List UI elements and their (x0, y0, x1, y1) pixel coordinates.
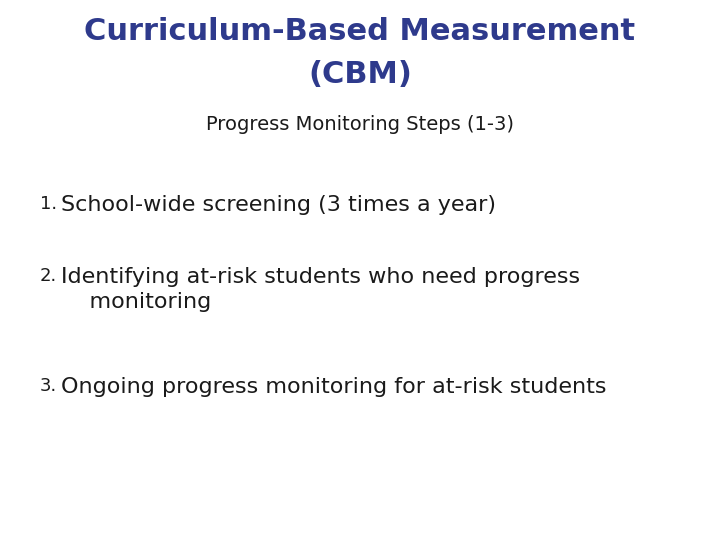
Text: Curriculum-Based Measurement: Curriculum-Based Measurement (84, 17, 636, 46)
Text: (CBM): (CBM) (308, 60, 412, 89)
Text: Ongoing progress monitoring for at-risk students: Ongoing progress monitoring for at-risk … (61, 377, 607, 397)
Text: © 2014, 2007, 2004 by Pearson Education, Inc. All Rights Reserved: © 2014, 2007, 2004 by Pearson Education,… (14, 519, 319, 528)
Text: Identifying at-risk students who need progress
    monitoring: Identifying at-risk students who need pr… (61, 267, 580, 312)
Text: PEARSON: PEARSON (589, 503, 698, 521)
Text: 2.: 2. (40, 267, 57, 285)
Text: 11-10: 11-10 (346, 507, 374, 516)
Text: Venn, Assessing Students with Special Needs, 5e.: Venn, Assessing Students with Special Ne… (14, 495, 239, 504)
Text: 3.: 3. (40, 377, 57, 395)
Text: 1.: 1. (40, 194, 57, 213)
Text: Progress Monitoring Steps (1-3): Progress Monitoring Steps (1-3) (206, 116, 514, 134)
Text: School-wide screening (3 times a year): School-wide screening (3 times a year) (61, 194, 496, 214)
